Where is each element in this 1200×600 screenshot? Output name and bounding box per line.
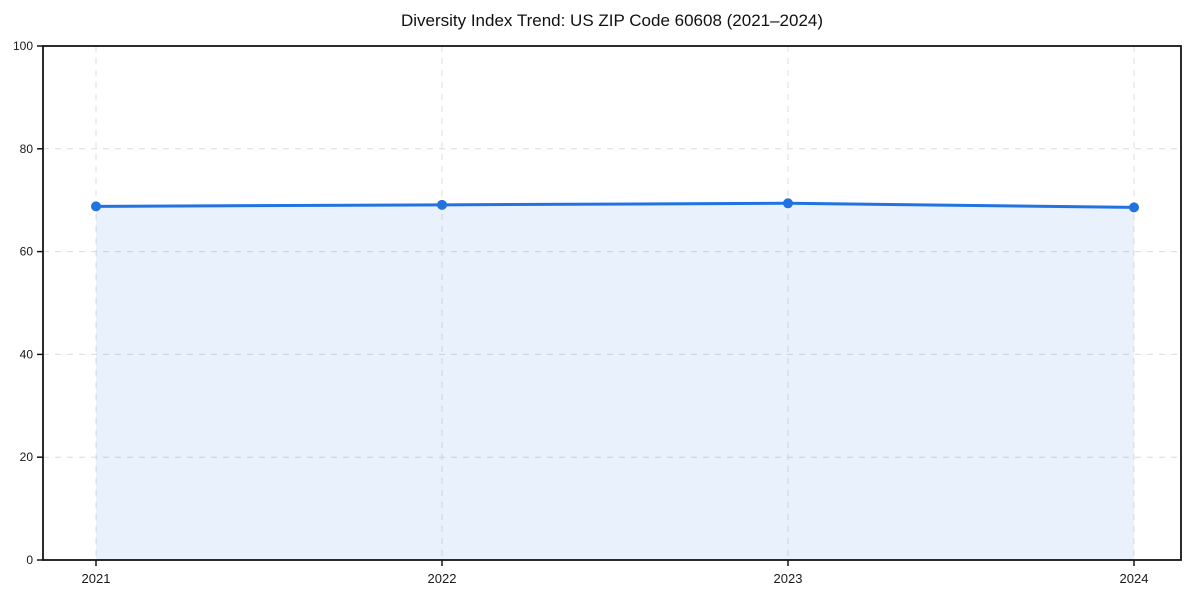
x-tick-label: 2023 [774, 571, 803, 586]
plot-box [42, 45, 1182, 561]
data-point [783, 198, 793, 209]
area-fill [96, 203, 1134, 560]
data-point [437, 199, 447, 210]
y-tick-label: 20 [20, 450, 34, 464]
y-tick-label: 80 [20, 142, 34, 156]
data-point [91, 201, 101, 212]
y-tick-label: 40 [20, 347, 34, 361]
chart-title: Diversity Index Trend: US ZIP Code 60608… [400, 11, 824, 30]
data-point [1129, 202, 1139, 213]
series-line [94, 201, 1136, 209]
y-tick-label: 100 [13, 39, 33, 53]
x-tick-label: 2022 [428, 571, 457, 586]
y-tick-label: 0 [26, 553, 33, 567]
x-tick-label: 2021 [82, 571, 111, 586]
y-tick-label: 60 [20, 245, 34, 259]
x-tick-label: 2024 [1120, 571, 1149, 586]
